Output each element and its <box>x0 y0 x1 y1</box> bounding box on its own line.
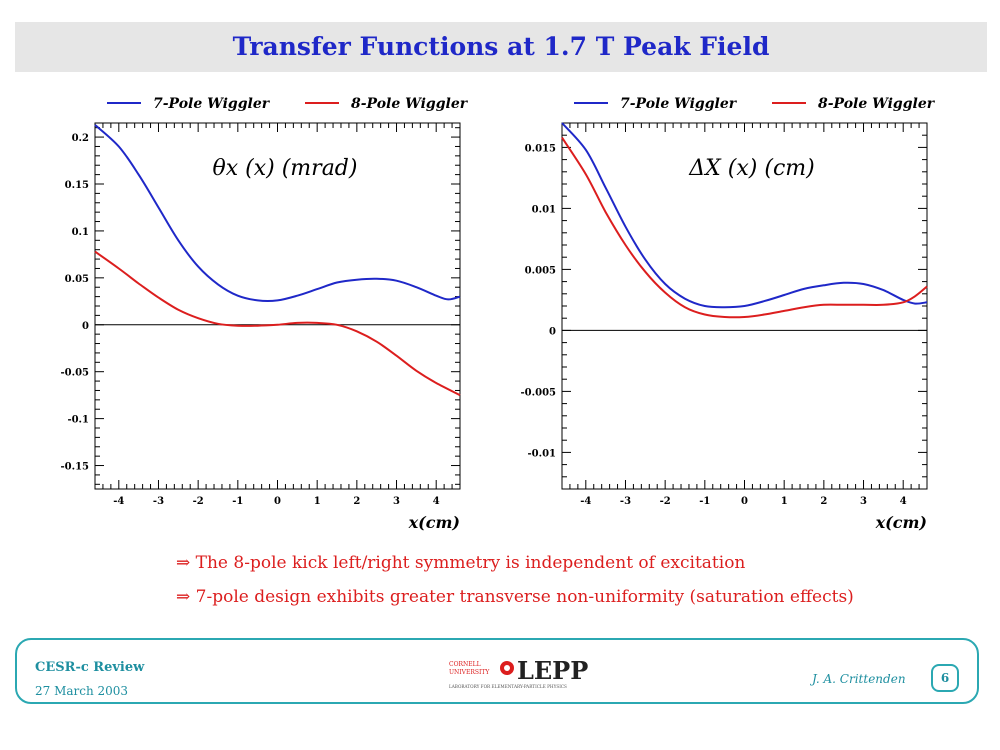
title-bar: Transfer Functions at 1.7 T Peak Field <box>15 22 987 72</box>
footer-author: J. A. Crittenden <box>812 672 906 686</box>
lepp-logo: CORNELL UNIVERSITY LEPP LABORATORY FOR E… <box>449 658 588 689</box>
y-tick-label: 0.05 <box>65 274 89 285</box>
x-tick-label: 0 <box>274 496 281 507</box>
footer-review: CESR-c Review <box>35 660 145 675</box>
x-tick-label: -2 <box>193 496 204 507</box>
series-line-2 <box>561 137 928 319</box>
y-tick-label: 0.005 <box>525 265 556 276</box>
y-tick-label: 0 <box>549 326 556 337</box>
x-tick-label: -4 <box>113 496 124 507</box>
logo-line1: CORNELL <box>449 661 481 668</box>
bullet-symmetry: ⇒ The 8-pole kick left/right symmetry is… <box>176 553 746 573</box>
logo-sub: LABORATORY FOR ELEMENTARY-PARTICLE PHYSI… <box>449 684 567 689</box>
legend-label-1: 7-Pole Wiggler <box>620 96 738 112</box>
logo-name: LEPP <box>517 658 588 685</box>
series-line-2 <box>94 250 461 397</box>
theta-chart: 7-Pole Wiggler 8-Pole Wiggler -4 -3 -2 -1 0 1 2 3… <box>60 96 469 532</box>
y-tick-label: -0.005 <box>521 387 557 398</box>
x-axis-label: x(cm) <box>408 513 460 532</box>
logo-burst-center <box>504 665 510 671</box>
y-tick-label: 0.015 <box>525 143 556 154</box>
x-tick-label: 3 <box>393 496 400 507</box>
series-line-1 <box>561 122 928 309</box>
x-tick-label: 2 <box>820 496 827 507</box>
y-tick-label: 0.2 <box>72 133 89 144</box>
legend-label-2: 8-Pole Wiggler <box>351 96 469 112</box>
x-tick-label: -2 <box>660 496 671 507</box>
y-tick-label: 0 <box>82 321 89 332</box>
x-tick-label: 3 <box>860 496 867 507</box>
x-tick-label: 4 <box>900 496 907 507</box>
deltax-chart: 7-Pole Wiggler 8-Pole Wiggler -4 -3 -2 -1 0 1 2 3… <box>521 96 936 532</box>
x-tick-label: -4 <box>580 496 591 507</box>
footer: CESR-c Review 27 March 2003 CORNELL UNIV… <box>15 638 979 704</box>
x-tick-label: -1 <box>232 496 243 507</box>
x-tick-label: 2 <box>353 496 360 507</box>
x-tick-label: 4 <box>433 496 440 507</box>
slide-title: Transfer Functions at 1.7 T Peak Field <box>232 32 770 61</box>
x-axis-label: x(cm) <box>875 513 927 532</box>
legend-label-2: 8-Pole Wiggler <box>818 96 936 112</box>
y-tick-label: 0.1 <box>72 227 89 238</box>
chart-annotation: ΔX (x) (cm) <box>688 156 814 181</box>
legend-label-1: 7-Pole Wiggler <box>153 96 271 112</box>
y-tick-label: -0.05 <box>60 368 89 379</box>
y-tick-label: 0.15 <box>65 180 89 191</box>
page-number: 6 <box>931 664 959 692</box>
y-tick-label: -0.01 <box>527 448 556 459</box>
y-tick-label: 0.01 <box>532 204 556 215</box>
footer-date: 27 March 2003 <box>35 684 129 698</box>
x-tick-label: 0 <box>741 496 748 507</box>
x-tick-label: 1 <box>781 496 788 507</box>
x-tick-label: 1 <box>314 496 321 507</box>
bullet-nonuniformity: ⇒ 7-pole design exhibits greater transve… <box>176 587 854 607</box>
x-tick-label: -1 <box>699 496 710 507</box>
x-tick-label: -3 <box>153 496 164 507</box>
y-tick-label: -0.1 <box>67 415 89 426</box>
x-tick-label: -3 <box>620 496 631 507</box>
y-tick-label: -0.15 <box>60 462 89 473</box>
chart-annotation: θx (x) (mrad) <box>213 156 358 181</box>
series-line-1 <box>94 124 461 302</box>
logo-line2: UNIVERSITY <box>449 669 490 676</box>
